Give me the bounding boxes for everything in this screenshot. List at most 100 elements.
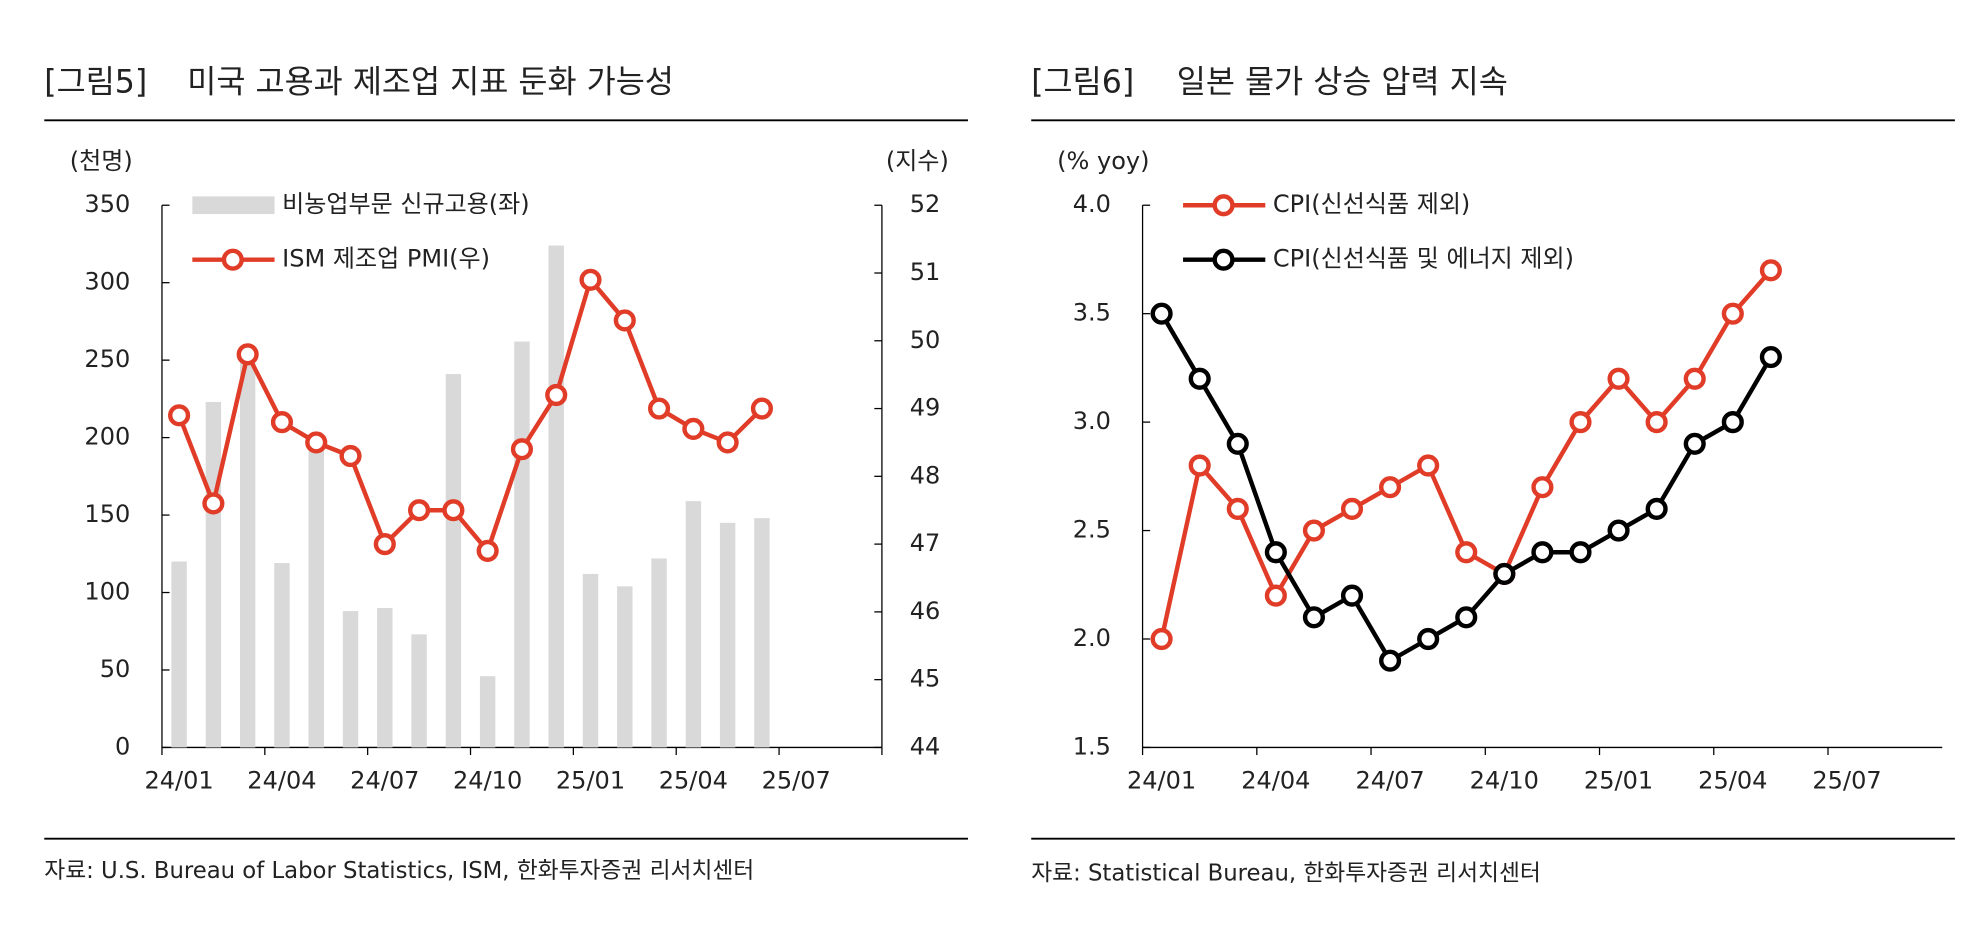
marker [1683,367,1706,390]
bar [342,611,359,748]
marker [510,438,534,461]
y2-unit: (지수) [886,147,949,175]
marker [1417,627,1440,651]
marker [1569,541,1592,564]
marker [168,404,191,427]
line [1159,268,1773,640]
marker [1379,649,1402,672]
bar [754,518,770,748]
marker [1226,497,1249,520]
legend-marker [1212,248,1235,271]
marker [202,492,225,515]
y2-tick-label: 46 [910,597,941,625]
legend-swatch [192,196,275,215]
bar [411,634,427,748]
source: 자료: U.S. Bureau of Labor Statistics, ISM… [44,858,754,884]
bar [548,245,564,748]
y-tick-label: 1.5 [1073,732,1111,760]
marker [1721,302,1744,325]
bar [274,563,290,748]
bar [479,676,496,748]
y-tick-label: 300 [84,268,130,296]
bar [719,522,736,748]
legend-label: 비농업부문 신규고용(좌) [282,190,529,218]
marker [1264,584,1287,607]
marker [579,268,602,291]
marker [408,499,431,522]
marker [1302,606,1326,629]
legend-marker [221,248,244,271]
marker [1150,627,1173,651]
figure-label: [그림6] [1031,65,1134,101]
x-tick-label: 25/07 [762,767,831,795]
marker [1455,606,1478,629]
marker [236,343,259,366]
marker [1379,476,1402,499]
legend-marker [1212,194,1235,217]
marker [1759,259,1782,282]
x-tick-label: 25/01 [1584,767,1653,795]
marker [1264,541,1287,564]
x-tick-label: 25/01 [556,767,625,795]
marker [613,309,636,332]
y-unit: (천명) [70,147,133,175]
marker [1226,432,1249,455]
figure-label: [그림5] [44,65,147,101]
chart-title: 미국 고용과 제조업 지표 둔화 가능성 [187,65,674,101]
marker [1721,411,1744,434]
y-tick-label: 200 [84,423,130,451]
y-tick-label: 2.0 [1073,624,1111,652]
legend-label: CPI(신선식품 및 에너지 제외) [1273,245,1574,273]
bar [377,608,393,748]
marker [1607,519,1630,542]
y-unit: (% yoy) [1057,147,1149,175]
marker [1759,345,1782,369]
y2-tick-label: 48 [910,461,941,489]
bar [514,341,530,748]
y-tick-label: 0 [115,732,130,760]
x-tick-label: 24/07 [1355,767,1424,795]
marker [1417,454,1440,477]
bar [171,561,187,748]
source: 자료: Statistical Bureau, 한화투자증권 리서치센터 [1031,861,1541,887]
y2-tick-label: 44 [910,732,941,760]
marker [545,383,568,407]
marker [1340,584,1364,607]
marker [648,397,671,420]
marker [1683,432,1706,455]
marker [442,499,465,522]
y-tick-label: 100 [84,578,130,606]
y-tick-label: 350 [84,190,130,218]
marker [305,431,328,454]
marker [716,431,739,454]
x-tick-label: 25/07 [1812,767,1881,795]
legend-label: ISM 제조업 PMI(우) [282,245,490,273]
marker [373,533,396,556]
marker [1188,367,1211,390]
marker [750,397,773,420]
marker [1569,411,1592,434]
marker [476,539,499,562]
y-tick-label: 3.5 [1073,299,1111,327]
legend-label: CPI(신선식품 제외) [1273,190,1470,218]
x-tick-label: 24/01 [1127,767,1196,795]
marker [1455,541,1478,564]
y2-tick-label: 51 [910,258,941,286]
y2-tick-label: 52 [910,190,941,218]
bar [582,573,599,748]
marker [270,411,294,434]
y-tick-label: 4.0 [1073,190,1111,218]
bar [308,437,324,748]
marker [339,444,362,468]
marker [1188,454,1211,477]
y-tick-label: 150 [84,500,130,528]
x-tick-label: 24/04 [247,767,316,795]
bar [239,352,256,748]
marker [1531,476,1554,499]
bar [685,501,702,748]
chart-title: 일본 물가 상승 압력 지속 [1177,65,1508,101]
line [177,275,764,556]
marker [1493,562,1516,586]
marker [1302,519,1326,542]
